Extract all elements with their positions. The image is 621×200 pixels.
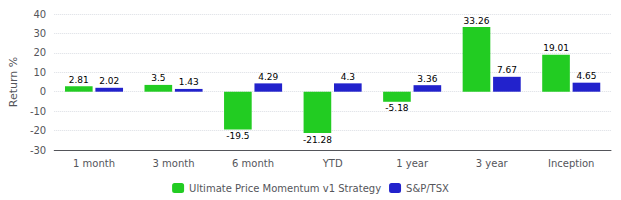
svg-text:4.3: 4.3 (341, 72, 355, 82)
svg-text:Ultimate Price Momentum v1 Str: Ultimate Price Momentum v1 Strategy (189, 183, 381, 194)
svg-text:-21.28: -21.28 (303, 135, 332, 145)
svg-text:2.81: 2.81 (69, 75, 89, 85)
svg-text:3.36: 3.36 (417, 74, 437, 84)
svg-text:1 year: 1 year (396, 158, 429, 169)
svg-text:1 month: 1 month (73, 158, 115, 169)
svg-text:19.01: 19.01 (543, 43, 569, 53)
svg-text:4.65: 4.65 (576, 71, 596, 81)
svg-text:30: 30 (33, 28, 46, 39)
svg-text:2.02: 2.02 (99, 76, 119, 86)
svg-text:S&P/TSX: S&P/TSX (406, 183, 449, 194)
svg-text:-10: -10 (30, 106, 46, 117)
svg-text:1.43: 1.43 (179, 77, 199, 87)
svg-text:YTD: YTD (322, 158, 343, 169)
svg-text:6 month: 6 month (232, 158, 274, 169)
svg-text:0: 0 (40, 86, 46, 97)
svg-text:Return %: Return % (7, 57, 20, 107)
svg-text:20: 20 (33, 47, 46, 58)
svg-text:-19.5: -19.5 (226, 131, 249, 141)
svg-text:33.26: 33.26 (464, 16, 490, 26)
svg-text:4.29: 4.29 (258, 72, 278, 82)
svg-text:3 month: 3 month (153, 158, 195, 169)
svg-text:-20: -20 (30, 125, 46, 136)
svg-text:-30: -30 (30, 145, 46, 156)
svg-text:-5.18: -5.18 (385, 103, 409, 113)
svg-text:7.67: 7.67 (497, 65, 517, 75)
svg-text:3.5: 3.5 (151, 73, 165, 83)
svg-text:40: 40 (33, 9, 46, 20)
svg-text:3 year: 3 year (476, 158, 509, 169)
svg-text:10: 10 (33, 67, 46, 78)
svg-text:Inception: Inception (548, 158, 594, 169)
